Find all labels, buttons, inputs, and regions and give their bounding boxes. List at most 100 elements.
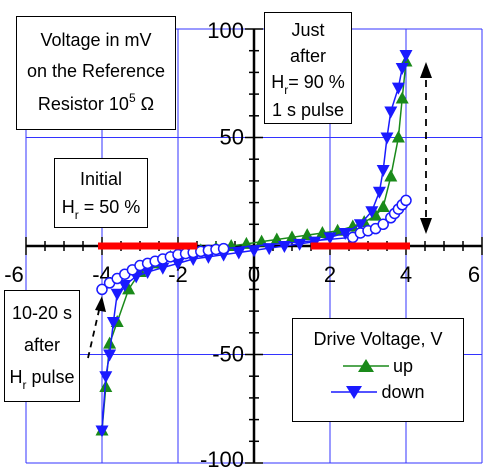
y-tick-label: 100 bbox=[207, 18, 244, 43]
data-point bbox=[247, 245, 261, 258]
legend: Drive Voltage, V up down bbox=[292, 318, 464, 422]
data-point bbox=[399, 50, 413, 63]
data-point bbox=[356, 242, 365, 250]
annotation-just-after-line1: Just bbox=[291, 20, 325, 40]
annotation-initial-sub: r bbox=[74, 208, 79, 222]
data-point bbox=[110, 288, 124, 301]
annotation-voltage-sup: 5 bbox=[128, 91, 136, 105]
data-point bbox=[376, 165, 390, 178]
data-point bbox=[166, 242, 175, 250]
arrow-head-up bbox=[95, 296, 106, 312]
data-point bbox=[96, 283, 108, 296]
data-point bbox=[369, 208, 383, 221]
series-layer bbox=[95, 50, 413, 438]
x-tick-label: 6 bbox=[468, 262, 480, 287]
y-tick-label: -50 bbox=[212, 342, 244, 367]
data-point bbox=[371, 242, 380, 250]
data-point bbox=[95, 425, 109, 438]
annotation-after-pulse: 10-20 s after Hr pulse bbox=[4, 290, 80, 402]
annotation-just-after-sub: r bbox=[284, 83, 289, 97]
annotation-initial-line1: Initial bbox=[79, 169, 123, 189]
annotation-just-after-h: H bbox=[271, 72, 285, 92]
annotation-after-pulse-h: H bbox=[9, 367, 23, 387]
data-point bbox=[338, 227, 352, 240]
data-point bbox=[376, 199, 390, 212]
data-point bbox=[395, 91, 409, 104]
data-point bbox=[341, 242, 350, 250]
data-point bbox=[394, 242, 403, 250]
data-point bbox=[181, 242, 190, 250]
data-point bbox=[386, 242, 395, 250]
legend-label-up: up bbox=[392, 355, 414, 376]
legend-swatch-up bbox=[342, 359, 389, 372]
annotation-voltage-line1: Voltage in mV bbox=[40, 30, 152, 50]
data-point bbox=[379, 242, 388, 250]
annotation-just-after-line3: Hr= 90 % bbox=[265, 69, 351, 97]
x-tick-label: -2 bbox=[168, 262, 188, 287]
series-3 bbox=[98, 242, 410, 250]
data-point bbox=[400, 194, 412, 207]
annotation-just-after-line4: 1 s pulse bbox=[271, 100, 345, 120]
data-point bbox=[136, 242, 144, 250]
x-tick-label: 4 bbox=[400, 262, 412, 287]
data-point bbox=[113, 242, 122, 250]
data-point bbox=[171, 258, 185, 271]
data-point bbox=[372, 186, 386, 199]
annotation-just-after-line2: after bbox=[289, 46, 327, 66]
annotation-after-pulse-line3: Hr pulse bbox=[5, 361, 79, 395]
data-point bbox=[106, 316, 120, 329]
annotation-initial-line2: Hr = 50 % bbox=[55, 193, 147, 223]
x-tick-label: 2 bbox=[324, 262, 336, 287]
dashed-arrows bbox=[87, 62, 432, 359]
data-point bbox=[380, 132, 394, 145]
data-point bbox=[98, 242, 106, 250]
y-tick-label: 50 bbox=[220, 125, 244, 150]
data-point bbox=[365, 206, 379, 219]
annotation-voltage-line2: on the Reference bbox=[26, 61, 166, 81]
data-point bbox=[103, 336, 117, 349]
legend-title: Drive Voltage, V bbox=[313, 329, 443, 349]
x-tick-label: -6 bbox=[4, 262, 24, 287]
legend-item-down: down bbox=[293, 379, 463, 405]
data-point bbox=[364, 242, 372, 250]
annotation-just-after-rest: = 90 % bbox=[288, 72, 345, 92]
data-point bbox=[120, 242, 129, 250]
legend-item-up: up bbox=[293, 353, 463, 379]
data-point bbox=[391, 82, 405, 95]
data-point bbox=[151, 242, 160, 250]
arrow-head-down bbox=[420, 218, 432, 234]
data-point bbox=[310, 242, 319, 250]
data-point bbox=[99, 371, 113, 384]
annotation-just-after: Just after Hr= 90 % 1 s pulse bbox=[264, 12, 352, 124]
data-point bbox=[384, 106, 398, 119]
data-point bbox=[128, 242, 137, 250]
data-point bbox=[156, 262, 170, 275]
y-tick-label: -100 bbox=[200, 447, 244, 472]
data-point bbox=[348, 242, 357, 250]
data-point bbox=[377, 218, 389, 231]
annotation-initial: Initial Hr = 50 % bbox=[54, 158, 148, 228]
data-point bbox=[391, 130, 405, 143]
data-point bbox=[326, 242, 334, 250]
annotation-voltage-line3-text: Resistor 10 bbox=[37, 94, 129, 114]
data-point bbox=[402, 242, 410, 250]
data-point bbox=[262, 243, 276, 256]
data-point bbox=[333, 242, 342, 250]
data-point bbox=[158, 242, 167, 250]
annotation-after-pulse-line1: 10-20 s bbox=[11, 303, 73, 323]
data-point bbox=[353, 219, 367, 232]
annotation-initial-rest: = 50 % bbox=[78, 197, 141, 217]
dashed-arrow-line bbox=[87, 305, 101, 359]
data-point bbox=[232, 247, 246, 260]
data-point bbox=[105, 242, 114, 250]
data-point bbox=[118, 280, 132, 293]
data-point bbox=[318, 242, 327, 250]
data-point bbox=[143, 242, 152, 250]
annotation-initial-h: H bbox=[61, 197, 75, 217]
data-point bbox=[122, 282, 136, 295]
annotation-voltage-unit: Ω bbox=[135, 94, 155, 114]
annotation-after-pulse-rest: pulse bbox=[26, 367, 75, 387]
data-point bbox=[323, 232, 337, 245]
legend-label-down: down bbox=[381, 381, 425, 402]
